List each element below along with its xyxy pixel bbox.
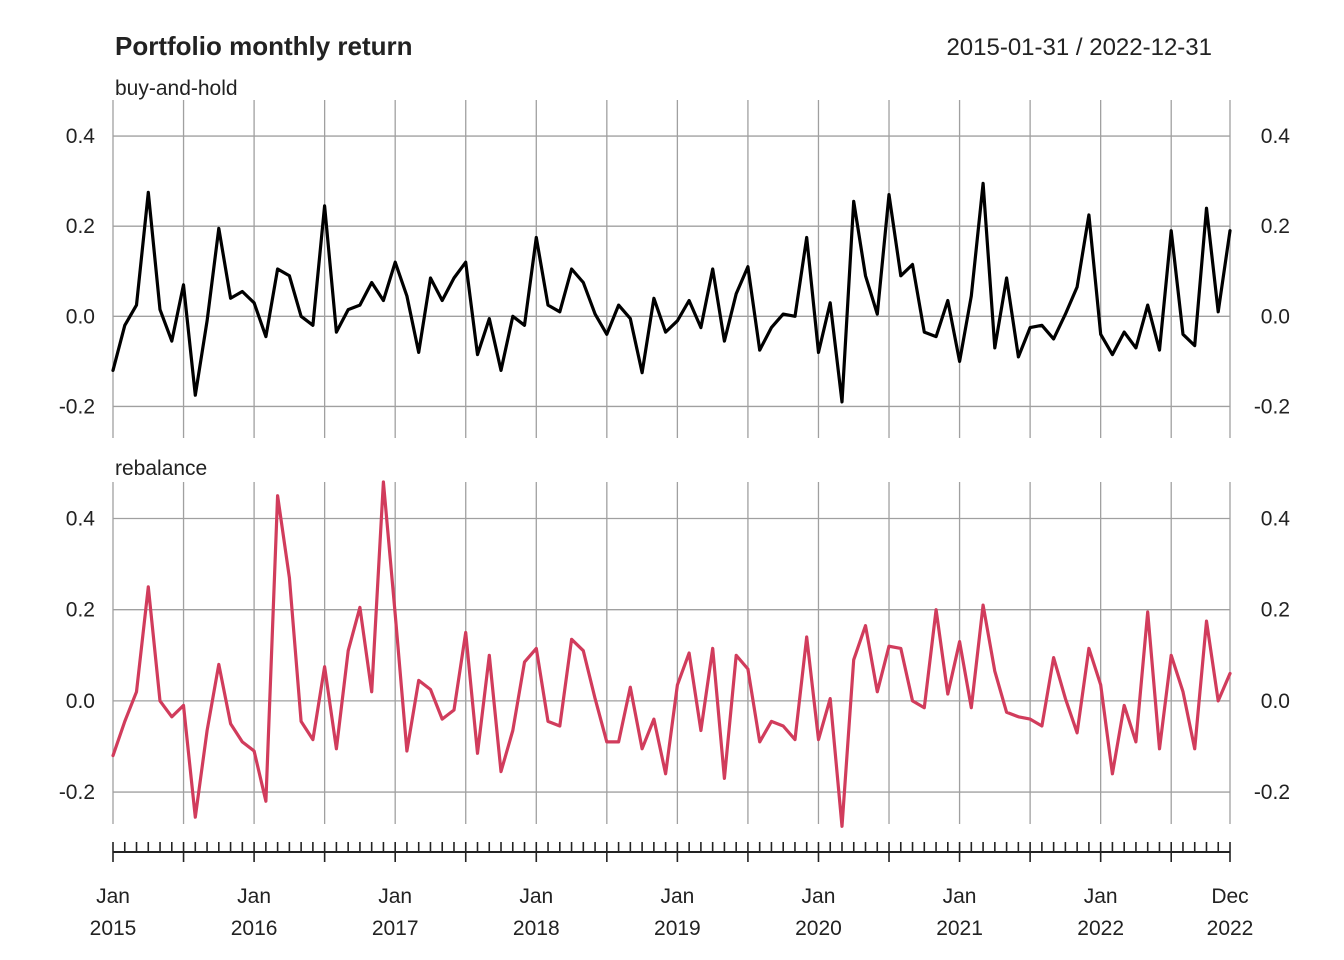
x-tick-label-year: 2018 — [513, 917, 560, 940]
y-tick-label: -0.2 — [1254, 395, 1290, 418]
grid-buy-and-hold — [112, 100, 1231, 438]
x-tick-label-month: Jan — [378, 885, 412, 908]
series-buy-and-hold — [111, 181, 1232, 404]
panel-buy-and-hold: buy-and-hold -0.2 0.0 0.2 0.4 -0.2 0.0 0.2 0.4 — [59, 77, 1290, 438]
y-tick-label: 0.2 — [66, 599, 95, 622]
y-axis-left-rebalance: -0.2 0.0 0.2 0.4 — [59, 507, 95, 804]
y-tick-label: 0.4 — [1261, 507, 1291, 530]
grid-rebalance — [112, 482, 1231, 824]
y-axis-left-buy-and-hold: -0.2 0.0 0.2 0.4 — [59, 125, 95, 418]
y-axis-right-buy-and-hold: -0.2 0.0 0.2 0.4 — [1254, 125, 1290, 418]
y-tick-label: 0.0 — [66, 690, 95, 713]
chart-title: Portfolio monthly return — [115, 31, 413, 61]
panel-label-buy-and-hold: buy-and-hold — [115, 77, 238, 100]
x-tick-label-month: Jan — [943, 885, 977, 908]
x-tick-label-month: Jan — [1084, 885, 1118, 908]
y-tick-label: -0.2 — [1254, 781, 1290, 804]
x-tick-label-year: 2016 — [231, 917, 278, 940]
x-tick-label-year: 2022 — [1077, 917, 1124, 940]
series-rebalance — [111, 480, 1232, 828]
series-line-rebalance — [111, 480, 1232, 828]
x-tick-label-year: 2020 — [795, 917, 842, 940]
x-tick-label-year: 2017 — [372, 917, 419, 940]
x-tick-label-month: Jan — [802, 885, 836, 908]
x-tick-label-month: Dec — [1211, 885, 1248, 908]
x-tick-label-year: 2022 — [1207, 917, 1254, 940]
panel-label-rebalance: rebalance — [115, 457, 207, 480]
x-tick-label-year: 2019 — [654, 917, 701, 940]
x-tick-label-year: 2021 — [936, 917, 983, 940]
x-tick-label-month: Jan — [96, 885, 130, 908]
panel-rebalance: rebalance -0.2 0.0 0.2 0.4 -0.2 0.0 0.2 0.4 — [59, 457, 1290, 828]
y-tick-label: 0.2 — [1261, 599, 1290, 622]
y-axis-right-rebalance: -0.2 0.0 0.2 0.4 — [1254, 507, 1290, 804]
y-tick-label: 0.0 — [1261, 690, 1290, 713]
x-tick-label-month: Jan — [237, 885, 271, 908]
y-tick-label: 0.0 — [1261, 305, 1290, 328]
y-tick-label: -0.2 — [59, 395, 95, 418]
y-tick-label: 0.0 — [66, 305, 95, 328]
y-tick-label: -0.2 — [59, 781, 95, 804]
x-tick-label-year: 2015 — [90, 917, 137, 940]
y-tick-label: 0.4 — [66, 125, 96, 148]
y-tick-label: 0.4 — [1261, 125, 1291, 148]
y-tick-label: 0.2 — [66, 215, 95, 238]
date-range-label: 2015-01-31 / 2022-12-31 — [946, 34, 1212, 61]
x-tick-label-month: Jan — [660, 885, 694, 908]
series-line-buy-and-hold — [111, 181, 1232, 404]
x-axis: Jan 2015 Jan 2016 Jan 2017 Jan 2018 Jan 2019 Jan 20… — [90, 842, 1254, 940]
y-tick-label: 0.4 — [66, 507, 96, 530]
x-tick-label-month: Jan — [519, 885, 553, 908]
y-tick-label: 0.2 — [1261, 215, 1290, 238]
